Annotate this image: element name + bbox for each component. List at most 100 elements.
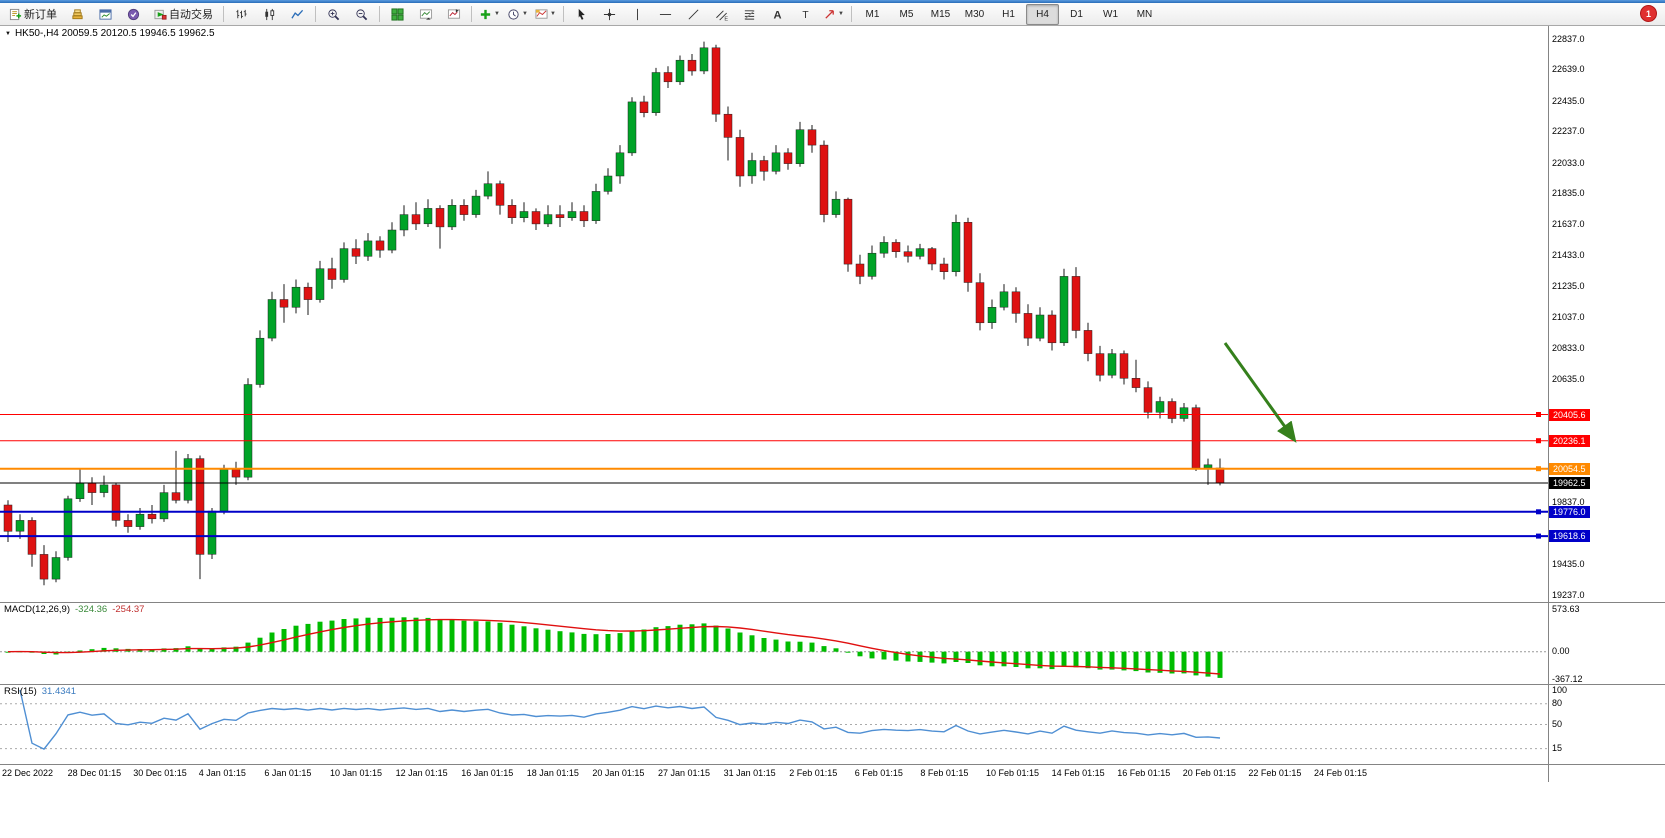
trendline-button[interactable] — [680, 4, 707, 25]
price-tick-label: 22237.0 — [1552, 126, 1585, 137]
vertical-line-button[interactable] — [624, 4, 651, 25]
timeframe-m15-button[interactable]: M15 — [930, 8, 951, 20]
zoom-out-button[interactable] — [348, 4, 375, 25]
timeframe-m5-button[interactable]: M5 — [899, 8, 914, 20]
chevron-down-icon: ▼ — [522, 11, 528, 17]
price-level-badge: 19618.6 — [1549, 530, 1590, 543]
date-tick-label: 10 Feb 01:15 — [986, 768, 1040, 778]
price-tick-label: 20833.0 — [1552, 343, 1585, 353]
zoom-in-button[interactable] — [320, 4, 347, 25]
date-axis-row: 22 Dec 2022 28 Dec 01:15 30 Dec 01:15 4 Jan… — [0, 764, 1665, 782]
channel-button[interactable]: E — [708, 4, 735, 25]
price-level-badge: 20405.6 — [1549, 408, 1590, 421]
horizontal-line-button[interactable] — [652, 4, 679, 25]
trendline-icon — [687, 8, 700, 21]
rsi-axis[interactable]: 100 80 50 15 — [1548, 685, 1665, 764]
rsi-tick-label: 50 — [1552, 719, 1563, 729]
date-tick-label: 27 Jan 01:15 — [658, 768, 711, 778]
price-chart-plot[interactable]: ▼ HK50-,H4 20059.5 20120.5 19946.5 19962… — [0, 26, 1548, 602]
date-axis[interactable]: 22 Dec 2022 28 Dec 01:15 30 Dec 01:15 4 Jan… — [0, 765, 1548, 782]
toolbar-separator — [379, 6, 380, 22]
price-tick-label: 21637.0 — [1552, 218, 1585, 229]
auto-scroll-icon — [419, 8, 433, 21]
macd-tick-label: -367.12 — [1552, 673, 1583, 684]
candlestick-chart-icon — [263, 8, 276, 21]
price-axis[interactable]: 22837.0 22639.0 22435.0 22237.0 22033.0 21835… — [1548, 26, 1665, 602]
svg-text:A: A — [773, 9, 781, 20]
timeframe-group: M1 M5 M15 M30 H1 H4 D1 W1 MN — [856, 3, 1161, 25]
date-tick-label: 16 Jan 01:15 — [461, 768, 514, 778]
rsi-tick-label: 80 — [1552, 698, 1563, 709]
timeframe-h1-button[interactable]: H1 — [1002, 8, 1015, 20]
date-tick-label: 31 Jan 01:15 — [723, 768, 776, 778]
timeframe-m1-button[interactable]: M1 — [865, 8, 880, 20]
date-tick-label: 30 Dec 01:15 — [133, 768, 187, 778]
main-toolbar: 新订单 自动交易 — [0, 3, 1665, 26]
text-a-icon: A — [771, 8, 784, 20]
tile-windows-button[interactable] — [384, 4, 411, 25]
vertical-line-icon — [631, 8, 644, 21]
date-tick-label: 18 Jan 01:15 — [526, 768, 579, 778]
price-chart-row: ▼ HK50-,H4 20059.5 20120.5 19946.5 19962… — [0, 26, 1665, 602]
macd-plot[interactable]: MACD(12,26,9) -324.36 -254.37 — [0, 603, 1548, 684]
candlestick-chart-button[interactable] — [256, 4, 283, 25]
bar-chart-button[interactable] — [228, 4, 255, 25]
rsi-plot[interactable]: RSI(15) 31.4341 — [0, 685, 1548, 764]
bar-chart-icon — [235, 8, 248, 21]
timeframe-d1-button[interactable]: D1 — [1070, 8, 1083, 20]
date-tick-label: 12 Jan 01:15 — [395, 768, 448, 778]
price-level-badge: 19776.0 — [1549, 505, 1590, 518]
new-order-icon — [9, 8, 22, 21]
rsi-tick-label: 100 — [1552, 685, 1568, 695]
toolbar-separator — [471, 6, 472, 22]
auto-trading-button[interactable]: 自动交易 — [148, 4, 219, 25]
line-chart-icon — [291, 8, 304, 21]
templates-button[interactable]: ▼ — [532, 4, 559, 25]
cursor-button[interactable] — [568, 4, 595, 25]
date-tick-label: 24 Feb 01:15 — [1314, 768, 1368, 778]
new-order-button[interactable]: 新订单 — [3, 4, 63, 25]
template-icon — [535, 8, 548, 21]
label-button[interactable]: T — [792, 4, 819, 25]
date-tick-label: 22 Dec 2022 — [2, 768, 54, 778]
rsi-header: RSI(15) 31.4341 — [4, 686, 76, 697]
date-tick-label: 20 Jan 01:15 — [592, 768, 645, 778]
toolbar-separator — [851, 6, 852, 22]
auto-trading-icon — [154, 8, 167, 21]
text-button[interactable]: A — [764, 4, 791, 25]
macd-chart — [0, 617, 1548, 678]
timeframe-h4-button[interactable]: H4 — [1026, 3, 1059, 25]
market-watch-button[interactable] — [64, 4, 91, 25]
rsi-value: 31.4341 — [41, 686, 77, 697]
auto-trading-label: 自动交易 — [169, 9, 213, 21]
chart-shift-button[interactable] — [440, 4, 467, 25]
timeframe-mn-button[interactable]: MN — [1136, 8, 1153, 20]
price-tick-label: 21835.0 — [1552, 188, 1585, 199]
chevron-down-icon: ▼ — [550, 11, 556, 17]
zoom-out-icon — [355, 8, 368, 21]
fibonacci-button[interactable] — [736, 4, 763, 25]
macd-header: MACD(12,26,9) -324.36 -254.37 — [4, 604, 144, 615]
macd-axis[interactable]: 573.63 0.00 -367.12 — [1548, 603, 1665, 684]
indicators-button[interactable]: ▼ — [476, 4, 503, 25]
chart-menu-icon[interactable]: ▼ — [5, 30, 11, 37]
macd-signal-value: -254.37 — [112, 604, 145, 615]
crosshair-button[interactable] — [596, 4, 623, 25]
macd-name: MACD(12,26,9) — [4, 604, 70, 615]
timeframe-m30-button[interactable]: M30 — [964, 8, 985, 20]
timeframe-w1-button[interactable]: W1 — [1103, 8, 1118, 20]
data-window-button[interactable] — [92, 4, 119, 25]
price-tick-label: 21037.0 — [1552, 311, 1585, 322]
line-chart-button[interactable] — [284, 4, 311, 25]
svg-text:E: E — [724, 16, 728, 20]
auto-scroll-button[interactable] — [412, 4, 439, 25]
arrows-button[interactable]: ▼ — [820, 4, 847, 25]
price-tick-label: 19237.0 — [1552, 589, 1585, 600]
periods-button[interactable]: ▼ — [504, 4, 531, 25]
date-tick-label: 8 Feb 01:15 — [920, 768, 969, 778]
strategy-tester-button[interactable] — [120, 4, 147, 25]
tile-windows-icon — [391, 7, 404, 21]
notification-badge[interactable]: 1 — [1640, 5, 1657, 22]
horizontal-line-icon — [659, 8, 672, 21]
